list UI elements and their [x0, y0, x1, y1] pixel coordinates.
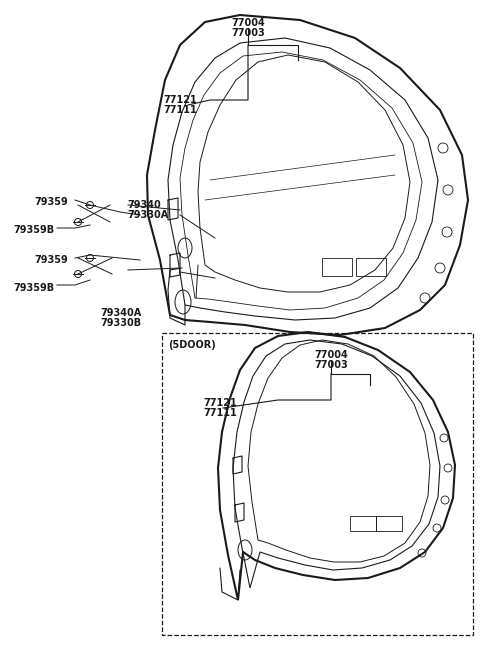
- Text: 77003: 77003: [231, 28, 265, 38]
- Text: 77121: 77121: [163, 95, 197, 105]
- Bar: [356, 258, 386, 276]
- Text: 79359: 79359: [34, 255, 68, 265]
- Text: 79330A: 79330A: [127, 210, 168, 220]
- Bar: [376, 516, 402, 531]
- Text: 77003: 77003: [314, 360, 348, 370]
- Text: 77004: 77004: [314, 350, 348, 360]
- Text: 77121: 77121: [203, 398, 237, 408]
- Text: 77111: 77111: [163, 105, 197, 115]
- Text: 79340: 79340: [127, 200, 161, 210]
- Text: 79359B: 79359B: [14, 283, 55, 293]
- Bar: [162, 333, 473, 635]
- Bar: [322, 258, 352, 276]
- Text: 79359: 79359: [34, 197, 68, 207]
- Text: 77111: 77111: [203, 408, 237, 418]
- Text: 79359B: 79359B: [14, 225, 55, 235]
- Text: 79330B: 79330B: [100, 318, 141, 328]
- Text: 79340A: 79340A: [100, 308, 141, 318]
- Text: 77004: 77004: [231, 18, 265, 28]
- Text: (5DOOR): (5DOOR): [168, 340, 216, 350]
- Bar: [350, 516, 376, 531]
